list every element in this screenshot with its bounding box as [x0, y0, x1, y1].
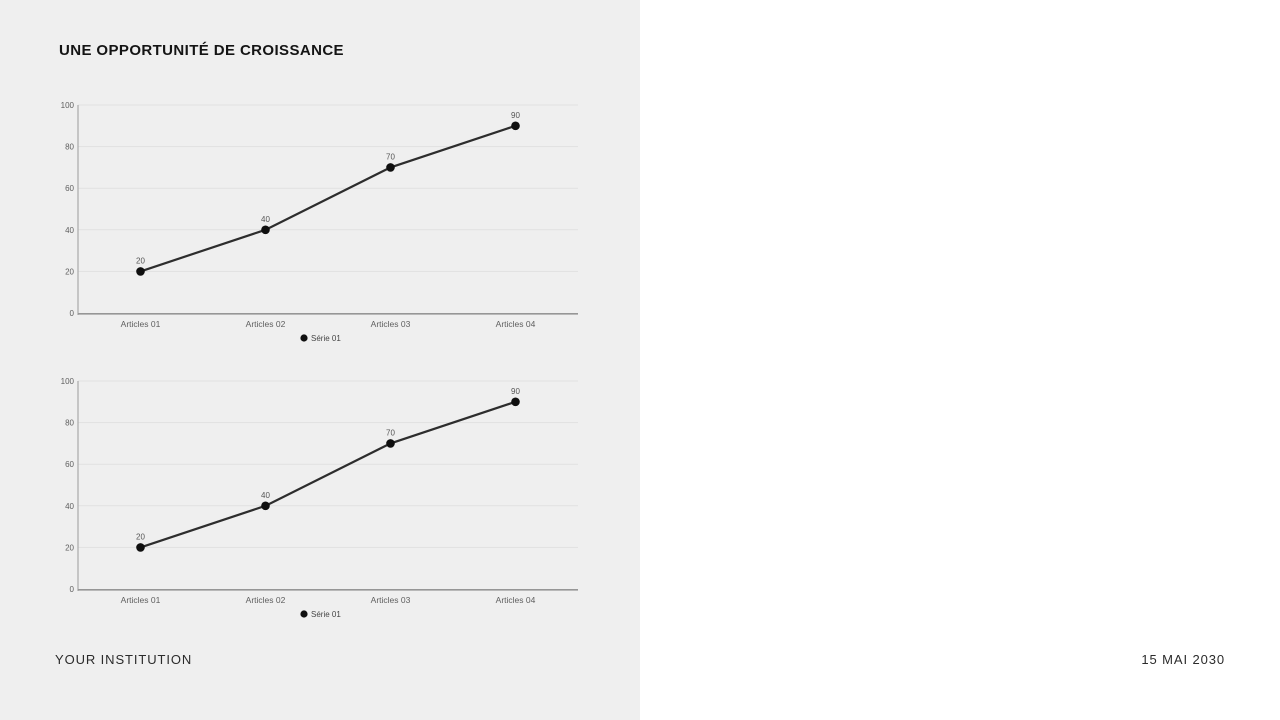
- y-tick-label: 100: [61, 101, 75, 110]
- x-tick-label: Articles 04: [496, 595, 536, 605]
- point-marker: [136, 543, 145, 552]
- point-value-label: 40: [261, 491, 270, 500]
- point-value-label: 40: [261, 215, 270, 224]
- legend-label: Série 01: [311, 334, 341, 343]
- left-panel: UNE OPPORTUNITÉ DE CROISSANCE 0 20 40 60 80 1…: [0, 0, 640, 720]
- point-value-label: 20: [136, 256, 145, 265]
- x-tick-label: Articles 03: [371, 319, 411, 329]
- point-marker: [511, 397, 520, 407]
- point-marker: [386, 439, 395, 448]
- y-tick-label: 20: [65, 543, 74, 552]
- y-tick-label: 80: [65, 143, 74, 152]
- legend-dot: [300, 334, 308, 342]
- y-tick-label: 80: [65, 419, 74, 428]
- footer-institution: YOUR INSTITUTION: [55, 652, 193, 667]
- y-tick-label: 40: [65, 502, 74, 511]
- x-tick-label: Articles 04: [496, 319, 536, 329]
- y-tick-label: 60: [65, 184, 74, 193]
- y-tick-label: 0: [70, 585, 75, 594]
- point-value-label: 20: [136, 532, 145, 541]
- point-value-label: 90: [511, 111, 520, 120]
- x-tick-label: Articles 01: [121, 595, 161, 605]
- y-tick-label: 0: [70, 309, 75, 318]
- point-marker: [261, 501, 270, 511]
- y-tick-label: 20: [65, 267, 74, 276]
- point-value-label: 90: [511, 387, 520, 396]
- left-panel-title: UNE OPPORTUNITÉ DE CROISSANCE: [59, 42, 344, 59]
- y-tick-label: 100: [61, 377, 75, 386]
- line-chart-top-svg: 0 20 40 60 80 100 Articles 01 Articles 02 Articl…: [61, 101, 578, 343]
- point-marker: [511, 121, 520, 131]
- series-line: [139, 400, 517, 549]
- y-tick-label: 60: [65, 460, 74, 469]
- footer-date: 15 MAI 2030: [1141, 652, 1225, 667]
- right-panel: ÉVALUATION DE L'APRÈS-CRISE ET CROISSANC…: [640, 0, 1280, 720]
- y-tick-label: 40: [65, 226, 74, 235]
- point-value-label: 70: [386, 428, 395, 437]
- series-line: [139, 124, 517, 273]
- x-tick-label: Articles 02: [246, 319, 286, 329]
- point-marker: [261, 225, 270, 235]
- legend-dot: [300, 610, 308, 618]
- x-tick-label: Articles 03: [371, 595, 411, 605]
- point-marker: [386, 163, 395, 172]
- x-tick-label: Articles 01: [121, 319, 161, 329]
- point-marker: [136, 267, 145, 276]
- legend-label: Série 01: [311, 610, 341, 619]
- point-value-label: 70: [386, 152, 395, 161]
- line-chart-bottom: 0 20 40 60 80 100 Articles 01 Articles 02 Articl…: [58, 373, 582, 625]
- line-chart-bottom-svg: 0 20 40 60 80 100 Articles 01 Articles 02 Articl…: [61, 377, 578, 619]
- line-chart-top: 0 20 40 60 80 100 Articles 01 Articles 02 Articl…: [58, 97, 582, 349]
- x-tick-label: Articles 02: [246, 595, 286, 605]
